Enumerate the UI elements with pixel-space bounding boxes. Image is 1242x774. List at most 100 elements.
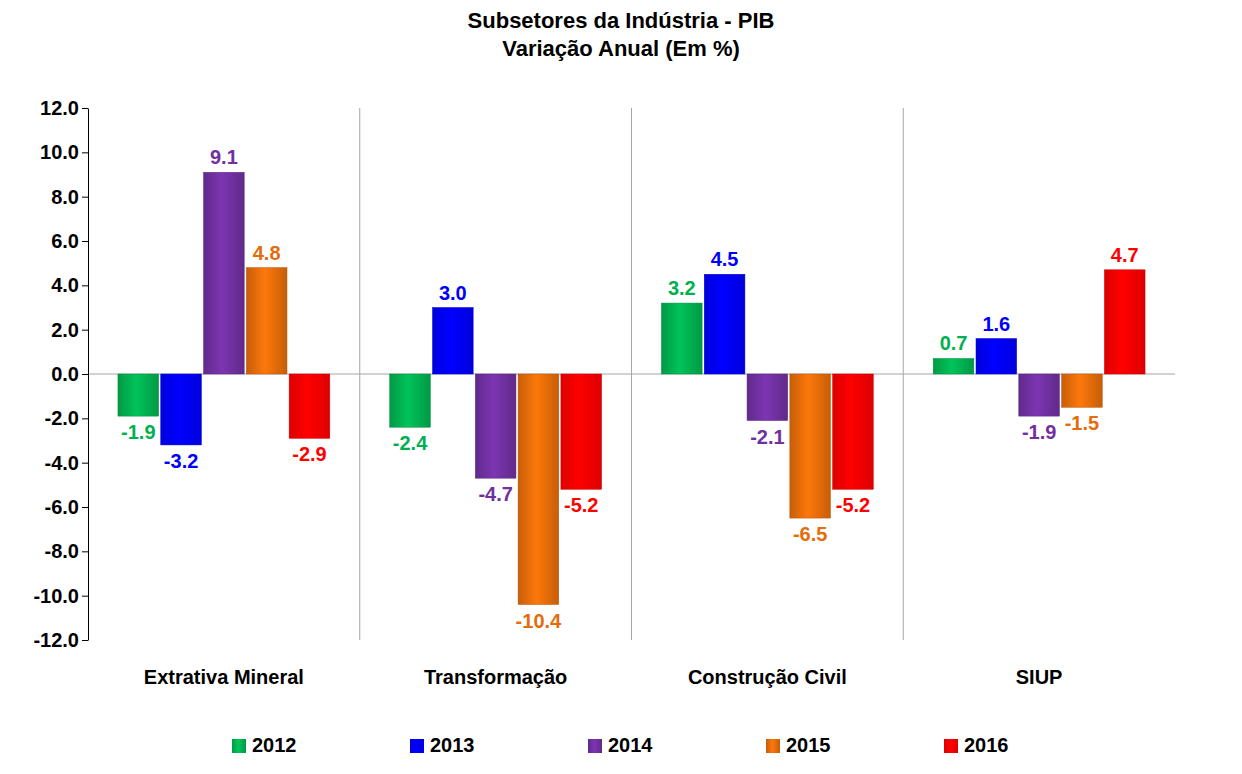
- y-tick-mark: [82, 197, 88, 198]
- legend-item: 2013: [410, 734, 475, 756]
- bar: [561, 374, 602, 489]
- y-tick: 0.0: [51, 363, 88, 385]
- legend-swatch: [232, 739, 246, 753]
- data-label: 4.8: [253, 242, 281, 264]
- x-tick-label: Transformação: [424, 666, 567, 688]
- y-tick-label: -8.0: [45, 540, 79, 562]
- data-label: -1.9: [1022, 421, 1056, 443]
- y-axis: -12.0 -10.0 -8.0 -6.0 -4.0 -2.0 0.0 2.0 4.0 6.0 8.…: [33, 97, 88, 651]
- legend-item: 2015: [766, 734, 831, 756]
- bar: [518, 374, 559, 605]
- legend-label: 2015: [786, 734, 831, 756]
- y-tick-label: 8.0: [51, 186, 79, 208]
- y-tick-label: -6.0: [45, 496, 79, 518]
- legend-item: 2016: [944, 734, 1009, 756]
- y-tick-mark: [82, 152, 88, 153]
- legend-label: 2013: [430, 734, 475, 756]
- y-tick-label: 4.0: [51, 274, 79, 296]
- bar: [289, 374, 330, 438]
- x-tick: Transformação: [424, 640, 567, 688]
- legend-item: 2012: [232, 734, 297, 756]
- y-tick: 10.0: [40, 141, 88, 163]
- legend-swatch: [410, 739, 424, 753]
- x-tick: Extrativa Mineral: [144, 640, 304, 688]
- subtitle: Variação Anual (Em %): [502, 36, 740, 61]
- y-tick-label: -4.0: [45, 452, 79, 474]
- y-tick: -12.0: [33, 629, 88, 651]
- bar: [790, 374, 831, 518]
- y-tick-mark: [82, 507, 88, 508]
- data-label: -1.5: [1065, 412, 1099, 434]
- y-tick-label: -10.0: [33, 585, 79, 607]
- bar: [1062, 374, 1103, 407]
- y-tick-mark: [82, 108, 88, 109]
- bar: [433, 308, 474, 375]
- y-tick: 8.0: [51, 186, 88, 208]
- chart: Subsetores da Indústria - PIB Variação An…: [0, 0, 1242, 774]
- data-label: 0.7: [940, 332, 968, 354]
- y-tick: -8.0: [45, 540, 88, 562]
- bar: [747, 374, 788, 421]
- x-axis: Extrativa Mineral Transformação Construção…: [144, 640, 1063, 688]
- y-tick-mark: [82, 640, 88, 641]
- title: Subsetores da Indústria - PIB: [468, 8, 775, 33]
- y-tick: -4.0: [45, 452, 88, 474]
- title-group: Subsetores da Indústria - PIB Variação An…: [468, 8, 775, 61]
- data-label: -3.2: [164, 450, 198, 472]
- data-label: -5.2: [564, 494, 598, 516]
- bar: [246, 268, 287, 374]
- data-label: 1.6: [982, 313, 1010, 335]
- bar: [118, 374, 159, 416]
- bar: [933, 358, 974, 374]
- bar: [390, 374, 431, 427]
- bar: [1019, 374, 1060, 416]
- legend: 2012 2013 2014 2015 2016: [232, 734, 1009, 756]
- y-tick-mark: [82, 330, 88, 331]
- legend-label: 2016: [964, 734, 1009, 756]
- data-label: -6.5: [793, 523, 827, 545]
- data-label: -4.7: [478, 483, 512, 505]
- bar: [661, 303, 702, 374]
- y-tick: -2.0: [45, 407, 88, 429]
- data-label: 3.2: [668, 277, 696, 299]
- y-axis-line: [88, 109, 89, 641]
- y-tick-label: -2.0: [45, 407, 79, 429]
- y-tick: 2.0: [51, 319, 88, 341]
- data-label: 4.5: [711, 248, 739, 270]
- y-tick-mark: [82, 374, 88, 375]
- data-label: -2.1: [750, 426, 784, 448]
- bar: [161, 374, 202, 445]
- y-tick-mark: [82, 596, 88, 597]
- data-label: -2.4: [393, 432, 428, 454]
- data-label: 4.7: [1111, 244, 1139, 266]
- bar: [976, 339, 1017, 374]
- bar: [1104, 270, 1145, 374]
- y-tick-label: 12.0: [40, 97, 79, 119]
- legend-item: 2014: [588, 734, 653, 756]
- x-tick: SIUP: [1016, 640, 1063, 688]
- data-label: -2.9: [292, 443, 326, 465]
- y-tick-label: 6.0: [51, 230, 79, 252]
- x-tick-label: Construção Civil: [688, 666, 847, 688]
- x-tick-label: SIUP: [1016, 666, 1063, 688]
- y-tick-mark: [82, 241, 88, 242]
- y-tick-mark: [82, 418, 88, 419]
- bar: [704, 274, 745, 374]
- y-tick-label: 10.0: [40, 141, 79, 163]
- data-label: -5.2: [836, 494, 870, 516]
- data-label: -10.4: [516, 610, 562, 632]
- y-tick: 4.0: [51, 274, 88, 296]
- legend-swatch: [944, 739, 958, 753]
- y-tick: 12.0: [40, 97, 88, 119]
- chart-container: Subsetores da Indústria - PIB Variação An…: [0, 0, 1242, 774]
- y-tick-label: -12.0: [33, 629, 79, 651]
- y-tick-mark: [82, 551, 88, 552]
- y-tick-label: 2.0: [51, 319, 79, 341]
- y-tick-mark: [82, 285, 88, 286]
- bar: [475, 374, 516, 478]
- y-tick: -6.0: [45, 496, 88, 518]
- legend-swatch: [766, 739, 780, 753]
- bar: [204, 172, 245, 374]
- legend-swatch: [588, 739, 602, 753]
- data-label: 9.1: [210, 146, 238, 168]
